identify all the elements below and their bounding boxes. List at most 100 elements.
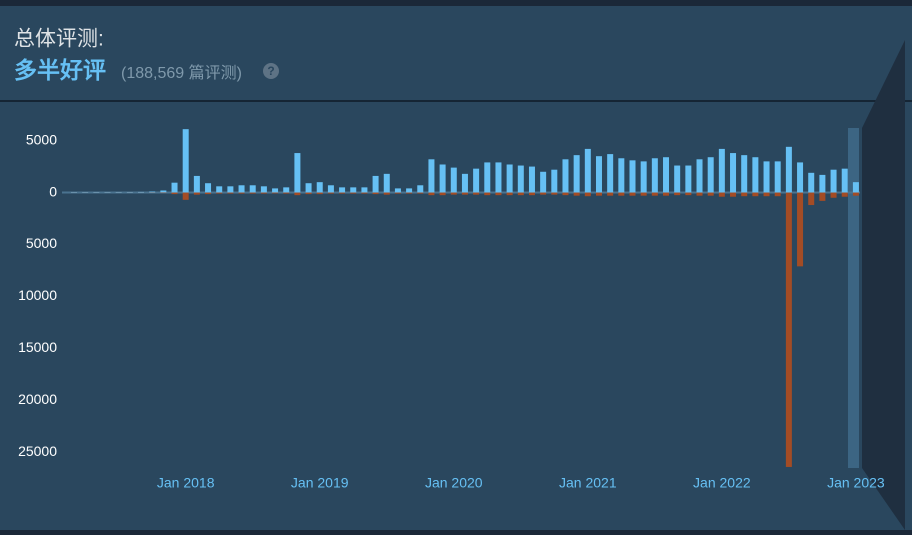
bar: [674, 192, 681, 196]
bar: [618, 192, 625, 196]
bar: [674, 165, 681, 193]
bar: [562, 192, 569, 196]
bar: [741, 192, 748, 197]
bar: [707, 192, 714, 196]
bar: [629, 160, 636, 193]
bar: [272, 192, 279, 194]
y-tick-label: 5000: [26, 131, 57, 147]
bar: [227, 192, 234, 194]
bar: [741, 155, 748, 193]
bar: [417, 185, 424, 193]
bar: [785, 192, 792, 467]
bar: [819, 174, 826, 193]
bar: [104, 192, 111, 193]
bar: [540, 192, 547, 195]
bar: [852, 192, 859, 196]
bar: [417, 192, 424, 194]
bar: [283, 192, 290, 194]
bar: [327, 192, 334, 194]
top-edge: [0, 0, 912, 6]
bar: [238, 185, 245, 193]
selection-highlight[interactable]: [848, 128, 859, 468]
bar: [808, 192, 815, 206]
bar: [551, 169, 558, 193]
x-tick-label: Jan 2021: [559, 475, 617, 491]
bar: [339, 192, 346, 194]
bar: [149, 191, 156, 193]
bar: [193, 175, 200, 193]
bar: [651, 192, 658, 196]
bar: [383, 192, 390, 195]
bar: [629, 192, 636, 196]
bar: [707, 157, 714, 193]
bar: [752, 192, 759, 197]
bar: [841, 168, 848, 193]
bar: [584, 192, 591, 197]
bar: [685, 165, 692, 193]
bar: [305, 183, 312, 193]
bar: [394, 188, 401, 193]
bar: [663, 157, 670, 193]
bar: [461, 173, 468, 193]
x-tick-label: Jan 2020: [425, 475, 483, 491]
bar: [361, 187, 368, 193]
bar: [428, 159, 435, 193]
bar: [450, 167, 457, 193]
bar: [797, 192, 804, 267]
bar: [506, 192, 513, 196]
bar: [171, 182, 178, 193]
bar: [82, 192, 89, 193]
bar: [406, 192, 413, 194]
bar: [663, 192, 670, 196]
bar: [182, 192, 189, 200]
bar: [528, 166, 535, 193]
y-tick-label: 5000: [26, 235, 57, 251]
bar: [205, 192, 212, 195]
x-tick-label: Jan 2022: [693, 475, 751, 491]
bar: [774, 192, 781, 197]
bar: [595, 156, 602, 193]
bar: [473, 168, 480, 193]
bar: [774, 161, 781, 193]
bar: [819, 192, 826, 201]
bar: [193, 192, 200, 195]
x-tick-label: Jan 2019: [291, 475, 349, 491]
bar: [126, 192, 133, 193]
bar: [607, 154, 614, 193]
bar: [205, 183, 212, 193]
bar: [685, 192, 692, 196]
bar: [71, 192, 77, 193]
bar: [618, 158, 625, 193]
review-count: (188,569 篇评测): [121, 64, 242, 82]
bar: [461, 192, 468, 195]
side-panel: [862, 40, 905, 530]
bar: [372, 192, 379, 195]
bar: [350, 192, 357, 194]
bar: [808, 172, 815, 193]
bar: [339, 187, 346, 193]
bar: [305, 192, 312, 195]
bar: [852, 182, 859, 193]
review-summary: 多半好评: [14, 57, 106, 83]
bar: [763, 192, 770, 197]
bar: [350, 187, 357, 193]
bar: [696, 192, 703, 196]
bar: [238, 192, 245, 194]
header-title: 总体评测:: [14, 28, 104, 51]
help-mark[interactable]: ?: [267, 64, 274, 78]
bar: [517, 192, 524, 196]
y-tick-label: 10000: [18, 287, 57, 303]
bar: [473, 192, 480, 195]
bar: [439, 164, 446, 193]
bar: [607, 192, 614, 196]
bar: [528, 192, 535, 196]
bar: [718, 148, 725, 193]
bar: [551, 192, 558, 195]
bar: [830, 192, 837, 198]
bar: [160, 192, 167, 194]
help-icon[interactable]: [263, 63, 279, 79]
bar: [696, 159, 703, 193]
bar: [595, 192, 602, 196]
